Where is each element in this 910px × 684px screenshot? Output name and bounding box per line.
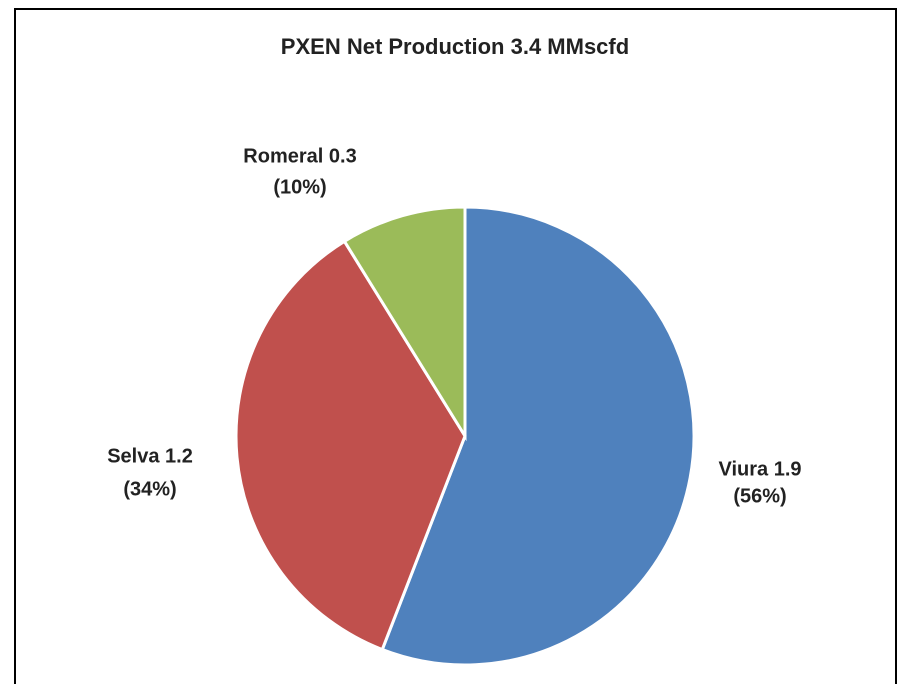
pie-slice (380, 205, 696, 667)
slice-label: Viura 1.9 (718, 458, 801, 480)
slice-label: Selva 1.2 (107, 445, 193, 467)
chart-title: PXEN Net Production 3.4 MMscfd (281, 34, 629, 59)
pie-slice (342, 205, 467, 442)
chart-frame (14, 8, 897, 684)
pie-slice (234, 239, 467, 652)
slice-percent: (10%) (273, 176, 326, 198)
slice-label: Romeral 0.3 (243, 145, 356, 167)
slice-percent: (34%) (123, 478, 176, 500)
slice-percent: (56%) (733, 485, 786, 507)
